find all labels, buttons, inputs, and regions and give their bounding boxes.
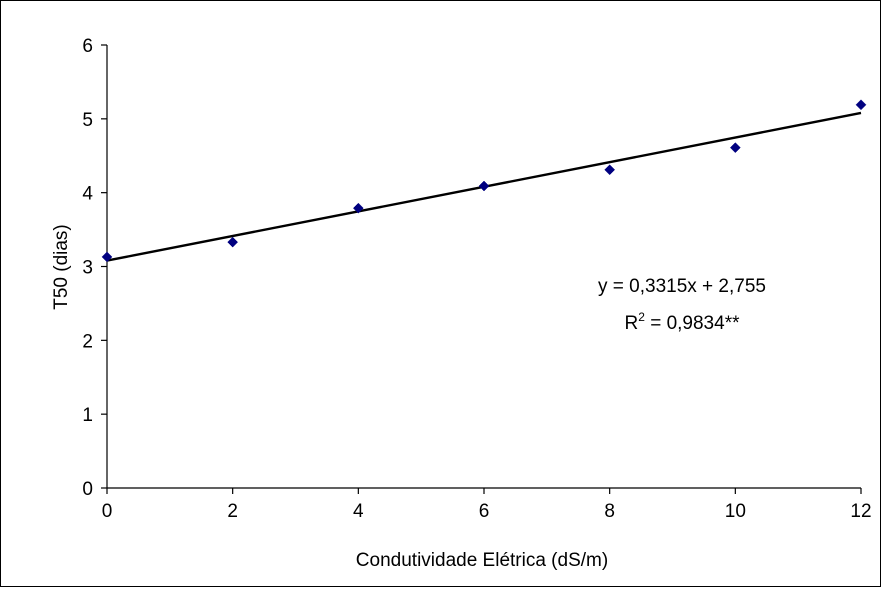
y-tick-label: 6 [82,36,93,57]
y-tick-label: 3 [82,258,93,279]
x-tick-label: 0 [102,501,113,522]
data-point [227,236,239,248]
y-ticks: 0 1 2 3 4 5 6 [82,36,107,500]
y-tick-label: 2 [82,331,93,352]
y-tick-label: 5 [82,110,93,131]
x-axis-title: Condutividade Elétrica (dS/m) [356,550,608,571]
x-tick-label: 12 [850,501,871,522]
x-tick-label: 4 [353,501,364,522]
data-point [604,164,616,176]
y-tick-label: 1 [82,405,93,426]
axes [106,45,861,489]
r-squared-label: R2 = 0,9834** [625,310,741,334]
data-point [478,180,490,192]
data-point [855,99,867,111]
x-tick-label: 8 [604,501,615,522]
x-tick-label: 10 [725,501,746,522]
data-points [101,99,867,263]
y-axis-title: T50 (dias) [51,224,72,310]
y-tick-label: 4 [82,184,93,205]
data-point [101,251,113,263]
x-ticks: 0 2 4 6 8 10 12 [102,488,872,522]
x-tick-label: 6 [479,501,490,522]
data-point [729,142,741,153]
x-tick-label: 2 [227,501,238,522]
r2-value: = 0,9834** [645,313,740,334]
y-tick-label: 0 [82,479,93,500]
data-point [352,202,364,214]
r2-superscript: 2 [638,310,645,324]
regression-equation: y = 0,3315x + 2,755 [598,276,766,297]
r2-prefix: R [625,313,639,334]
